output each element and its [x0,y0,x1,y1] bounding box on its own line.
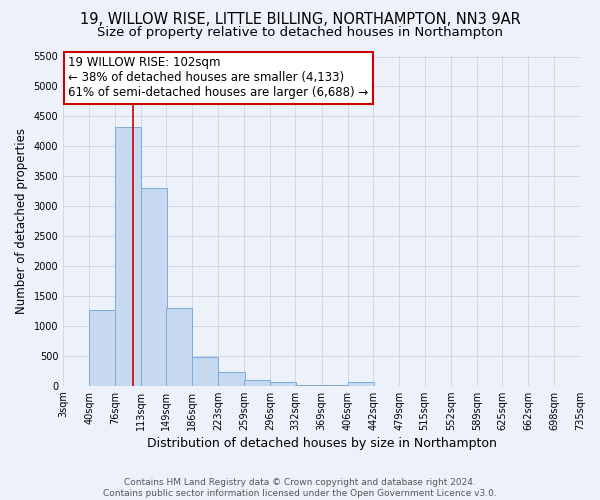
Bar [295,385,322,386]
Bar [218,372,245,386]
Bar [89,310,115,386]
Text: 19, WILLOW RISE, LITTLE BILLING, NORTHAMPTON, NN3 9AR: 19, WILLOW RISE, LITTLE BILLING, NORTHAM… [80,12,520,28]
X-axis label: Distribution of detached houses by size in Northampton: Distribution of detached houses by size … [146,437,497,450]
Bar [244,380,270,386]
Bar [322,385,348,386]
Bar [193,357,218,386]
Text: Size of property relative to detached houses in Northampton: Size of property relative to detached ho… [97,26,503,39]
Text: Contains HM Land Registry data © Crown copyright and database right 2024.
Contai: Contains HM Land Registry data © Crown c… [103,478,497,498]
Y-axis label: Number of detached properties: Number of detached properties [15,128,28,314]
Bar [348,382,374,386]
Bar [115,126,141,386]
Text: 19 WILLOW RISE: 102sqm
← 38% of detached houses are smaller (4,133)
61% of semi-: 19 WILLOW RISE: 102sqm ← 38% of detached… [68,56,368,100]
Bar [270,382,296,386]
Bar [166,308,193,386]
Bar [141,188,167,386]
